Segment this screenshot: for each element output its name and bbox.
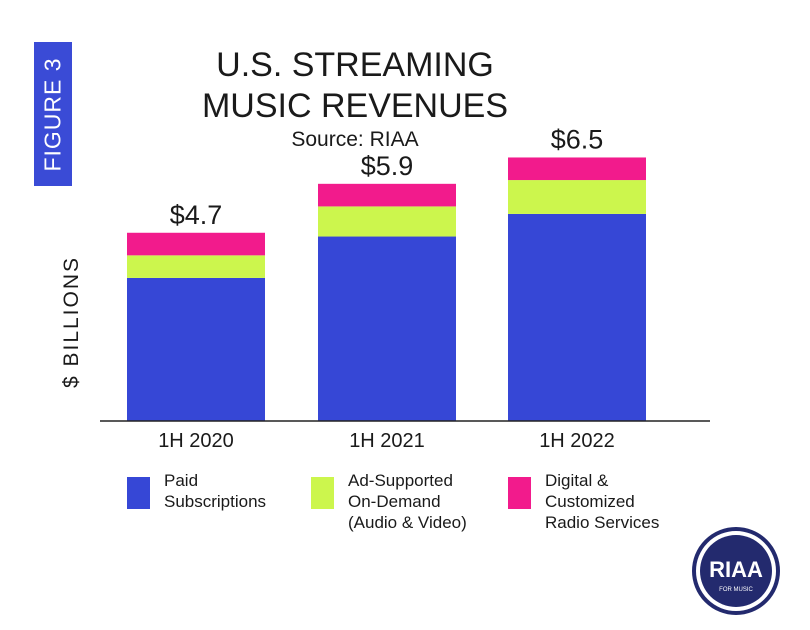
logo-text: RIAA xyxy=(709,557,763,582)
bar-total-label: $5.9 xyxy=(361,151,414,181)
legend-text-line: Subscriptions xyxy=(164,492,267,511)
logo-disc xyxy=(700,535,772,607)
legend-text-line: Radio Services xyxy=(545,513,660,532)
chart-title-line-1: U.S. STREAMING xyxy=(216,46,494,84)
legend-text-line: Customized xyxy=(545,492,635,511)
riaa-logo: RIAA FOR MUSIC xyxy=(692,527,780,615)
bar-total-label: $4.7 xyxy=(170,200,223,230)
bar-segment-ad-supported xyxy=(127,255,265,278)
legend-swatch-ad-supported xyxy=(311,477,334,509)
bar-segment-ad-supported xyxy=(508,180,646,214)
bar-segment-paid xyxy=(508,213,646,421)
bar-segment-paid xyxy=(318,236,456,421)
legend-swatch-digital-radio xyxy=(508,477,531,509)
legend-text-line: Ad-Supported xyxy=(348,471,453,490)
x-tick-label: 1H 2022 xyxy=(539,430,615,452)
logo-subtext: FOR MUSIC xyxy=(719,587,753,593)
chart-title-line-2: MUSIC REVENUES xyxy=(201,87,509,125)
x-tick-label: 1H 2021 xyxy=(349,430,425,452)
legend-item-ad-supported: Ad-Supported On-Demand (Audio & Video) xyxy=(311,470,467,533)
legend-text-line: (Audio & Video) xyxy=(348,513,467,532)
legend-text-line: On-Demand xyxy=(348,492,441,511)
bar-segment-paid xyxy=(127,277,265,421)
bar-segment-digital-radio xyxy=(508,157,646,181)
figure-badge: FIGURE 3 xyxy=(34,42,72,186)
bar-segment-digital-radio xyxy=(318,183,456,207)
legend-item-paid-subscriptions: Paid Subscriptions xyxy=(127,470,266,512)
legend-text-line: Paid xyxy=(164,471,199,490)
legend-item-digital-radio: Digital & Customized Radio Services xyxy=(508,470,659,533)
chart-subtitle: Source: RIAA xyxy=(291,128,419,151)
legend-text-line: Digital & xyxy=(545,471,609,490)
bar-segment-digital-radio xyxy=(127,232,265,256)
legend-swatch-paid xyxy=(127,477,150,509)
bar-segment-ad-supported xyxy=(318,206,456,237)
x-tick-label: 1H 2020 xyxy=(158,430,234,452)
bar-total-label: $6.5 xyxy=(551,124,604,154)
